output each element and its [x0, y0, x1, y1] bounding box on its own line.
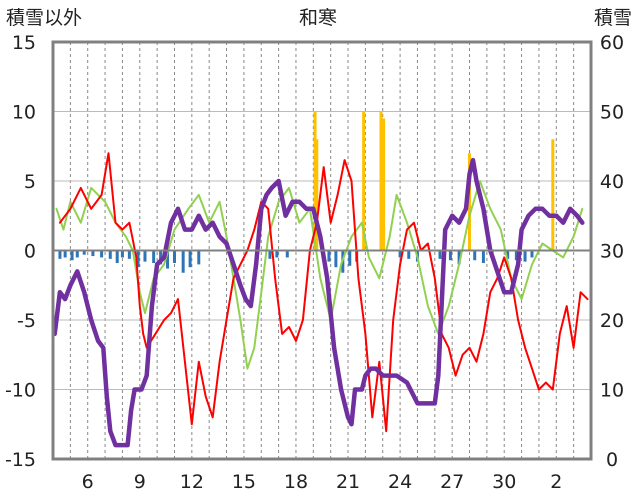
chart-title: 和寒 [299, 7, 337, 29]
bar-mark [382, 118, 386, 251]
bar-mark [438, 250, 442, 259]
x-tick-label: 15 [232, 471, 256, 493]
bar-mark [407, 250, 411, 259]
bar-mark [136, 250, 140, 268]
y-tick-label-left: -15 [5, 449, 36, 471]
x-tick-label: 9 [134, 471, 146, 493]
bar-mark [166, 250, 170, 269]
y-tick-label-right: 30 [600, 241, 624, 263]
bar-mark [334, 250, 338, 268]
x-tick-label: 6 [82, 471, 94, 493]
bar-mark [70, 250, 74, 261]
bar-mark [523, 250, 527, 262]
bar-mark [530, 250, 534, 258]
left-axis-title: 積雪以外 [6, 7, 82, 29]
bar-mark [152, 250, 156, 264]
bar-mark [313, 111, 317, 251]
bar-mark [159, 250, 163, 265]
y-tick-label-right: 60 [600, 32, 624, 54]
y-tick-label-right: 20 [600, 310, 624, 332]
bar-mark [91, 250, 95, 257]
y-tick-label-left: 5 [24, 171, 36, 193]
x-tick-label: 30 [492, 471, 516, 493]
y-tick-label-left: -10 [5, 380, 36, 402]
bar-mark [75, 250, 79, 258]
bar-mark [100, 250, 104, 258]
x-tick-label: 18 [284, 471, 308, 493]
bar-mark [115, 250, 119, 264]
right-axis-title: 積雪 [594, 7, 632, 29]
bar-mark [120, 250, 124, 258]
y-tick-label-left: 10 [12, 102, 36, 124]
y-tick-label-left: 0 [24, 241, 36, 263]
bar-mark [398, 250, 402, 258]
bar-mark [448, 250, 452, 261]
bar-mark [275, 250, 279, 258]
bar-mark [481, 250, 485, 264]
y-tick-label-right: 40 [600, 171, 624, 193]
bar-mark [473, 250, 477, 261]
bar-mark [315, 139, 319, 251]
bar-mark [108, 250, 112, 259]
bar-mark [63, 250, 67, 258]
bar-mark [143, 250, 147, 262]
bar-mark [181, 250, 185, 273]
bar-mark [468, 153, 472, 251]
y-tick-label-right: 10 [600, 380, 624, 402]
series-line [58, 152, 589, 433]
bar-mark [127, 250, 131, 259]
y-tick-label-left: 15 [12, 32, 36, 54]
x-tick-label: 24 [388, 471, 412, 493]
bar-mark [348, 250, 352, 266]
bar-mark [551, 139, 555, 251]
bar-mark [506, 250, 510, 259]
bar-mark [514, 250, 518, 261]
y-tick-label-right: 0 [606, 449, 618, 471]
bar-mark [268, 250, 272, 259]
x-tick-label: 2 [550, 471, 562, 493]
bar-mark [457, 250, 461, 265]
y-tick-label-right: 50 [600, 102, 624, 124]
bar-mark [327, 250, 331, 262]
series-line [55, 180, 584, 370]
bar-mark [172, 250, 176, 264]
bar-mark [362, 111, 366, 251]
bar-mark [197, 250, 201, 265]
series-line [52, 157, 585, 448]
bar-mark [82, 250, 86, 255]
bar-mark [58, 250, 62, 259]
x-tick-label: 12 [180, 471, 204, 493]
x-tick-label: 21 [336, 471, 360, 493]
bar-mark [379, 111, 383, 251]
plot-frame [51, 40, 593, 461]
x-tick-label: 27 [440, 471, 464, 493]
bar-mark [188, 250, 192, 268]
y-tick-label-left: -5 [17, 310, 36, 332]
bar-mark [285, 250, 289, 258]
